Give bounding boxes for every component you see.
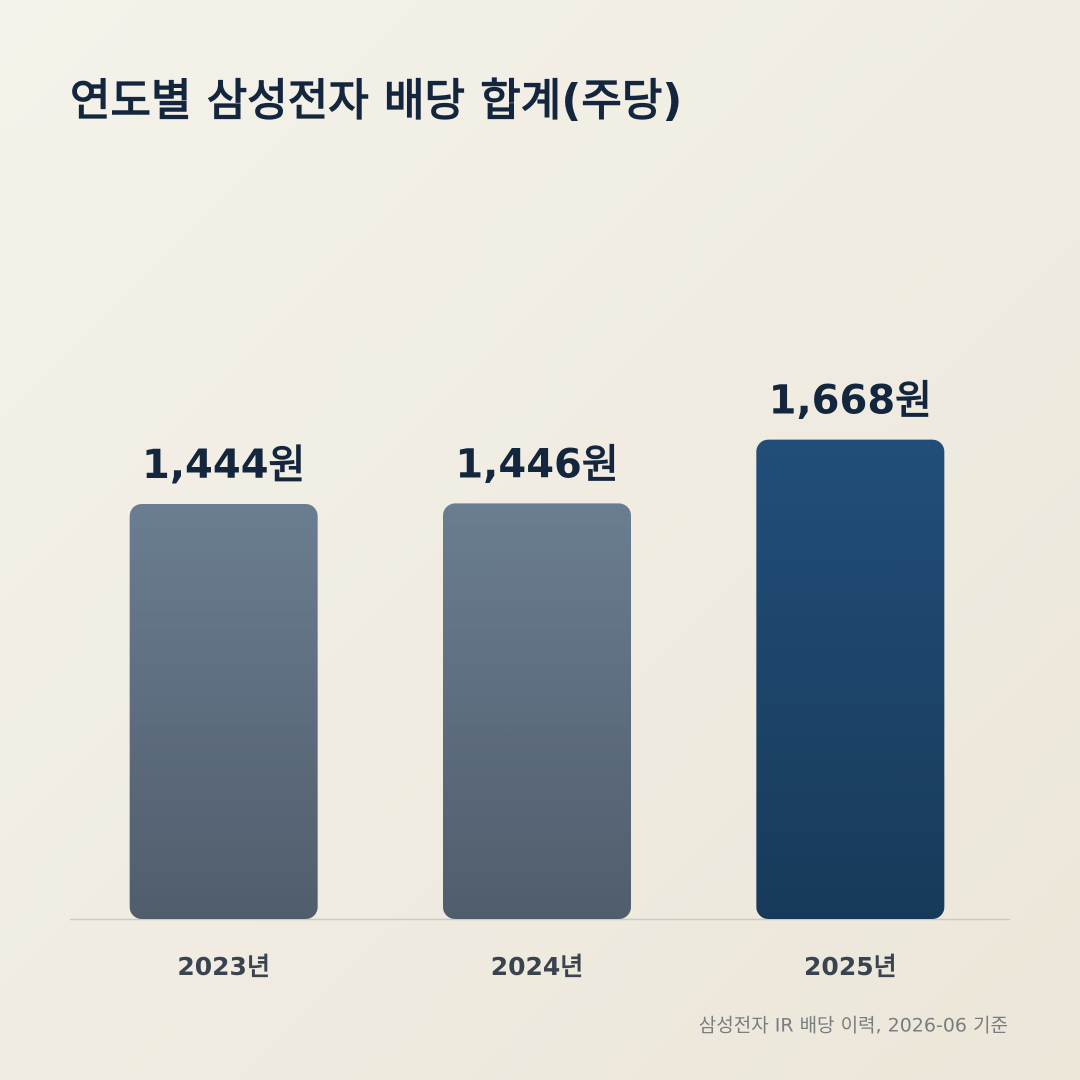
source-note: 삼성전자 IR 배당 이력, 2026-06 기준 bbox=[699, 1015, 1008, 1037]
x-tick-label: 2024년 bbox=[491, 952, 584, 981]
x-tick-label: 2025년 bbox=[804, 952, 897, 981]
value-label: 1,444원 bbox=[142, 442, 305, 488]
bar bbox=[443, 503, 631, 919]
bar bbox=[129, 504, 318, 919]
value-label: 1,668원 bbox=[769, 378, 932, 424]
x-tick-label: 2023년 bbox=[177, 952, 270, 981]
value-label: 1,446원 bbox=[455, 441, 618, 487]
chart-title: 연도별 삼성전자 배당 합계(주당) bbox=[70, 75, 682, 126]
bar bbox=[756, 439, 945, 919]
